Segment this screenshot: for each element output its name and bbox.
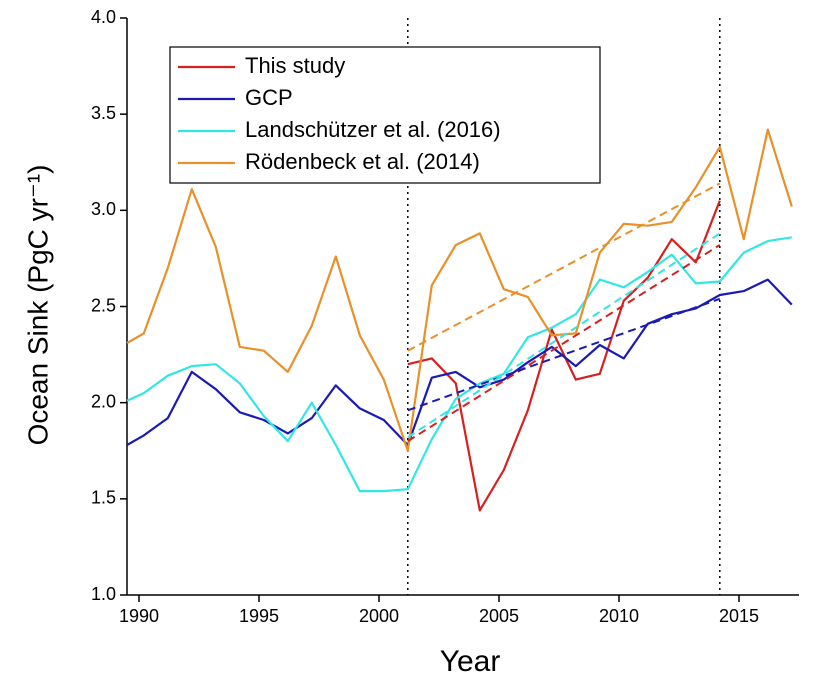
series-line (126, 236, 792, 493)
y-tick-label: 3.5 (91, 103, 116, 123)
legend-label: Rödenbeck et al. (2014) (245, 149, 480, 174)
y-axis-label: Ocean Sink (PgC yr⁻¹) (22, 165, 53, 446)
y-tick-label: 4.0 (91, 7, 116, 27)
x-tick-label: 2015 (719, 606, 759, 626)
x-tick-label: 2000 (359, 606, 399, 626)
y-tick-label: 2.0 (91, 391, 116, 411)
legend-label: Landschützer et al. (2016) (245, 117, 501, 142)
trend-line (407, 232, 721, 439)
y-tick-label: 1.0 (91, 584, 116, 604)
x-axis-label: Year (440, 645, 501, 678)
trend-line (407, 297, 721, 412)
x-tick-label: 2010 (599, 606, 639, 626)
legend-label: This study (245, 53, 345, 78)
y-tick-label: 3.0 (91, 199, 116, 219)
y-tick-label: 2.5 (91, 295, 116, 315)
trend-line (407, 182, 721, 352)
y-tick-label: 1.5 (91, 488, 116, 508)
legend-label: GCP (245, 85, 293, 110)
legend-box (169, 46, 601, 184)
x-tick-label: 1990 (119, 606, 159, 626)
x-tick-label: 2005 (479, 606, 519, 626)
x-tick-label: 1995 (239, 606, 279, 626)
series-line (126, 128, 793, 452)
series-line (407, 200, 721, 512)
series-line (126, 278, 793, 447)
trend-line (407, 244, 721, 442)
